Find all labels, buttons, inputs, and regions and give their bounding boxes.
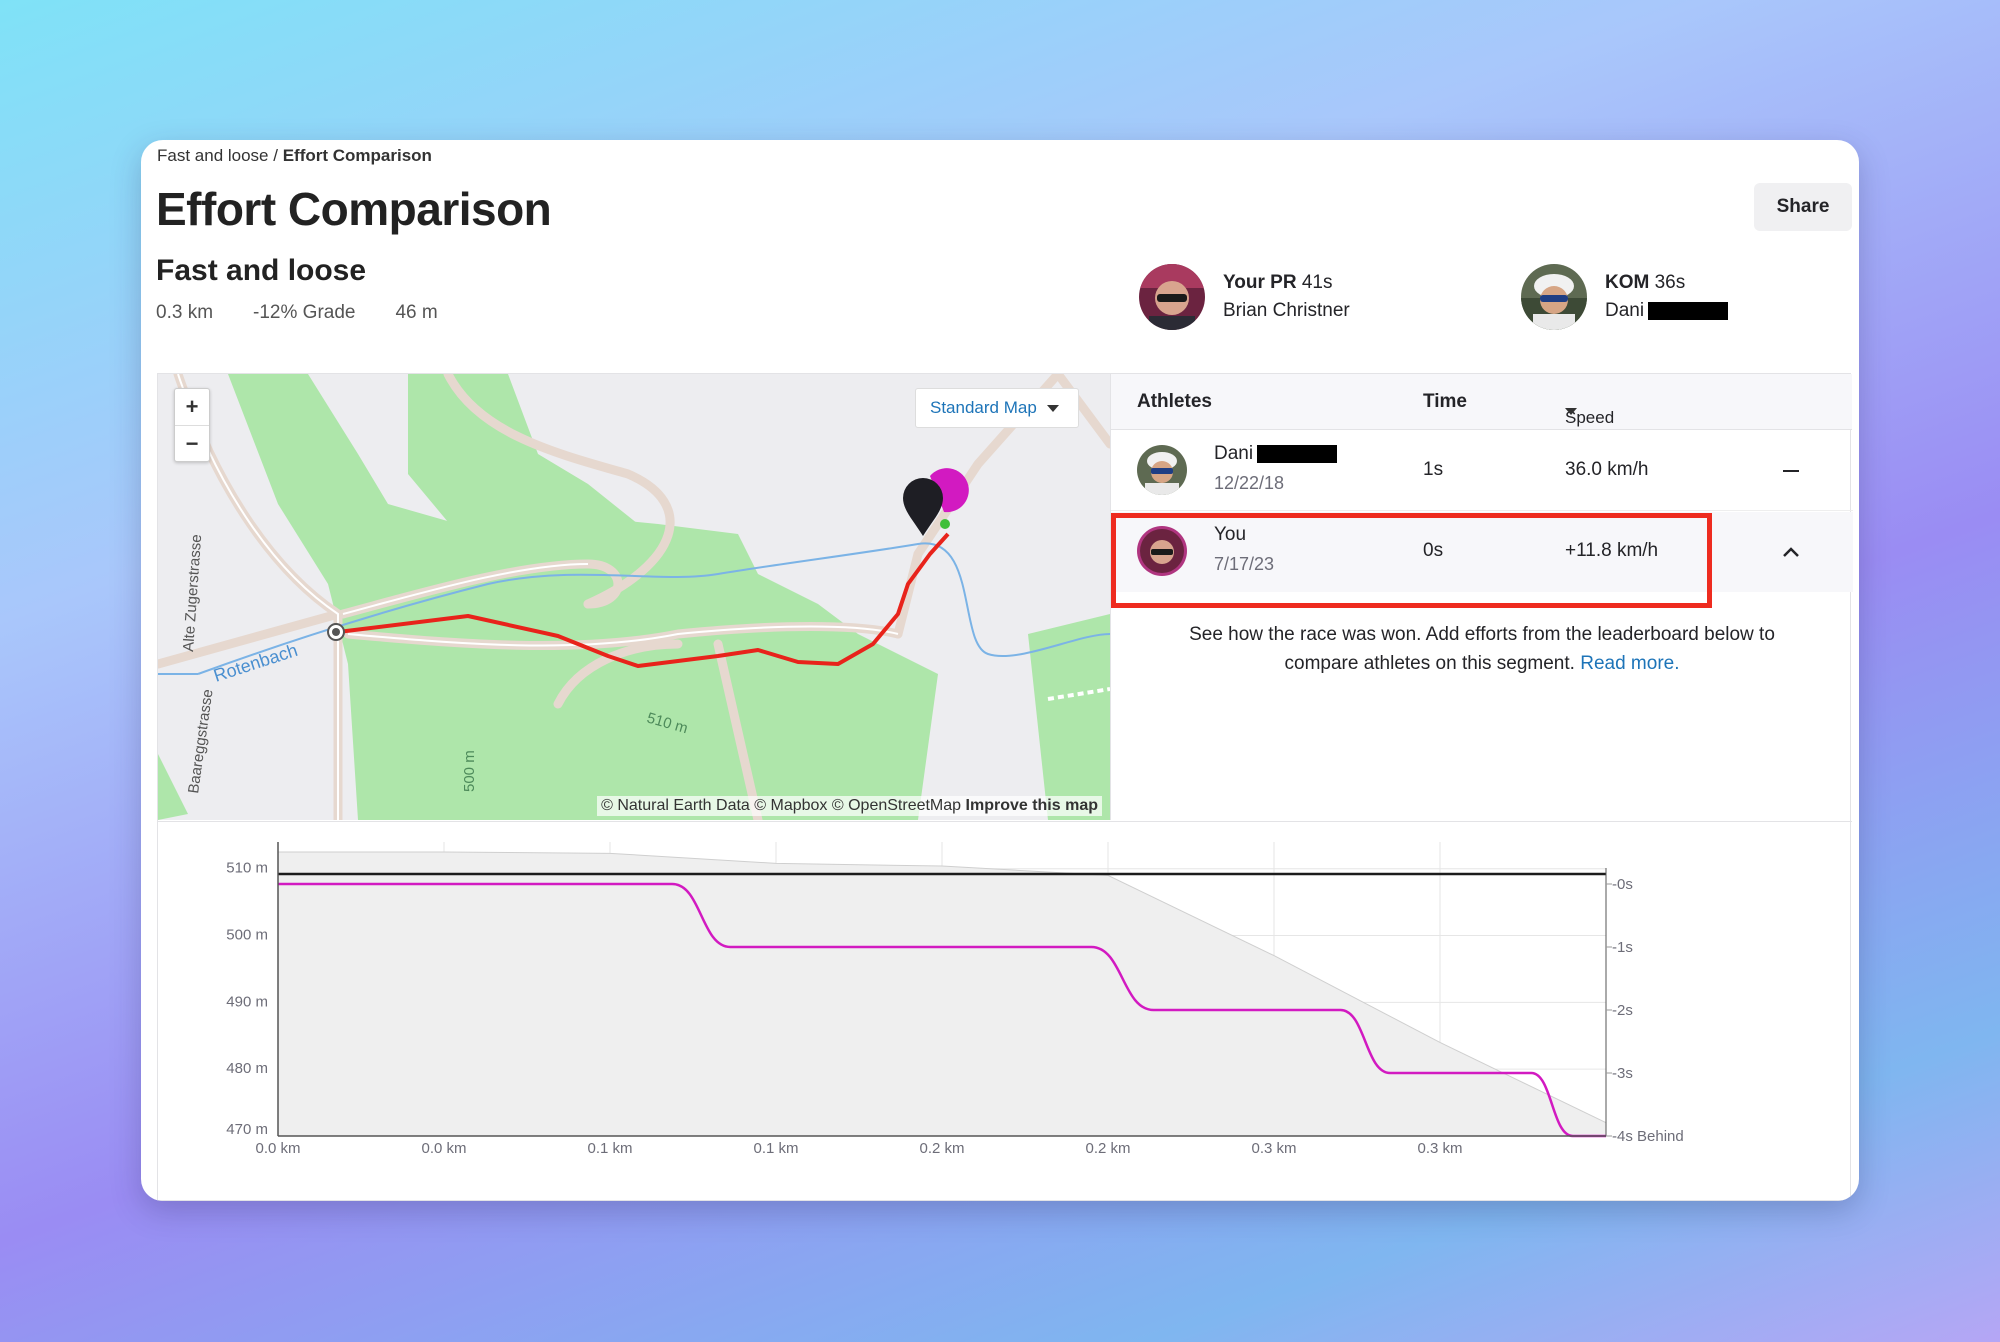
y-right-tick-label: -2s <box>1612 1002 1633 1019</box>
table-row: You 7/17/23 0s +11.8 km/h <box>1111 512 1853 592</box>
redacted-surname <box>1257 444 1338 463</box>
athlete-name[interactable]: Dani <box>1214 443 1254 464</box>
y-right-tick-label: -4s Behind <box>1612 1128 1684 1145</box>
map-canvas: Baareggstrasse Alte Zugerstrasse Rotenba… <box>158 374 1110 820</box>
read-more-link[interactable]: Read more. <box>1580 653 1680 674</box>
your-time-gap-line <box>278 882 1606 1138</box>
map-zoom-control: + − <box>174 388 210 462</box>
elevation-area <box>277 851 1607 1137</box>
y-right-tick-label: -1s <box>1612 939 1633 956</box>
x-tick-label: 0.2 km <box>919 1140 964 1157</box>
share-button[interactable]: Share <box>1754 183 1852 231</box>
kom-time: 36s <box>1654 272 1686 293</box>
comparison-panel: Baareggstrasse Alte Zugerstrasse Rotenba… <box>157 373 1853 1201</box>
y-left-tick-label: 480 m <box>226 1060 268 1077</box>
pr-time: 41s <box>1301 272 1333 293</box>
y-left-tick-label: 470 m <box>226 1121 268 1138</box>
effort-comparison-card: Fast and loose / Effort Comparison Effor… <box>141 140 1859 1201</box>
segment-grade: -12% Grade <box>253 302 356 323</box>
zoom-in-button[interactable]: + <box>185 394 199 419</box>
col-speed-label: Speed <box>1565 408 1615 427</box>
elevation-time-chart[interactable]: 510 m 500 m 490 m 480 m 470 m -0s -1s -2s -3s -4s… <box>158 821 1852 1201</box>
effort-time: 0s <box>1423 540 1444 561</box>
collapse-effort-button[interactable] <box>1771 532 1811 572</box>
redacted-surname <box>1648 301 1729 320</box>
kom-block: KOM 36s Dani <box>1521 264 1729 330</box>
y-right-tick-label: -0s <box>1612 876 1633 893</box>
x-tick-label: 0.3 km <box>1251 1140 1296 1157</box>
athlete-name[interactable]: You <box>1214 524 1247 545</box>
kom-label: KOM <box>1605 272 1650 293</box>
y-left-tick-label: 490 m <box>226 993 268 1010</box>
segment-name: Fast and loose <box>156 254 367 287</box>
x-tick-label: 0.3 km <box>1417 1140 1462 1157</box>
chart-canvas: 510 m 500 m 490 m 480 m 470 m -0s -1s -2s -3s -4s… <box>226 842 1684 1157</box>
x-tick-label: 0.1 km <box>753 1140 798 1157</box>
table-header: Athletes Time Speed <box>1111 374 1852 430</box>
avatar[interactable] <box>1137 445 1187 495</box>
effort-date: 7/17/23 <box>1214 554 1275 574</box>
segment-elevation: 46 m <box>395 302 438 323</box>
effort-speed: +11.8 km/h <box>1565 540 1659 561</box>
improve-map-link[interactable]: Improve this map <box>965 797 1098 814</box>
breadcrumb: Fast and loose / Effort Comparison <box>157 146 432 166</box>
map-attribution: © Natural Earth Data © Mapbox © OpenStre… <box>597 796 1102 816</box>
minus-icon <box>1783 470 1799 472</box>
effort-speed: 36.0 km/h <box>1565 459 1649 480</box>
table-row: Dani 12/22/18 1s 36.0 km/h <box>1111 431 1853 511</box>
col-time: Time <box>1423 391 1468 412</box>
segment-stats: 0.3 km -12% Grade 46 m <box>156 302 438 324</box>
map-label-contour2: 500 m <box>461 750 478 792</box>
breadcrumb-parent-link[interactable]: Fast and loose <box>157 146 269 165</box>
highlight-box <box>1111 513 1712 608</box>
breadcrumb-current: Effort Comparison <box>282 146 432 165</box>
breadcrumb-separator: / <box>268 146 283 165</box>
remove-effort-button[interactable] <box>1771 451 1811 491</box>
compare-message-text: See how the race was won. Add efforts fr… <box>1189 624 1775 674</box>
attribution-text[interactable]: © Natural Earth Data © Mapbox © OpenStre… <box>601 797 962 814</box>
athletes-table: Athletes Time Speed Dani 12/22/18 1s 36.… <box>1110 374 1853 820</box>
pr-label: Your PR <box>1223 272 1297 293</box>
map-style-select[interactable]: Standard Map <box>915 388 1079 428</box>
zoom-out-button[interactable]: − <box>175 425 209 461</box>
avatar[interactable] <box>1139 264 1205 330</box>
avatar[interactable] <box>1521 264 1587 330</box>
segment-distance: 0.3 km <box>156 302 214 323</box>
effort-date: 12/22/18 <box>1214 473 1285 493</box>
your-pr-block: Your PR 41s Brian Christner <box>1139 264 1350 330</box>
x-tick-label: 0.0 km <box>421 1140 466 1157</box>
col-athletes: Athletes <box>1137 391 1212 412</box>
chevron-down-icon <box>1046 404 1059 412</box>
pr-athlete-name[interactable]: Brian Christner <box>1223 300 1350 321</box>
page-title: Effort Comparison <box>156 183 552 235</box>
y-left-tick-label: 500 m <box>226 927 268 944</box>
x-tick-label: 0.0 km <box>255 1140 300 1157</box>
effort-time: 1s <box>1423 459 1444 480</box>
map-style-label: Standard Map <box>930 398 1037 417</box>
chevron-up-icon <box>1783 547 1799 557</box>
compare-message: See how the race was won. Add efforts fr… <box>1151 620 1813 678</box>
x-tick-label: 0.1 km <box>587 1140 632 1157</box>
x-tick-label: 0.2 km <box>1085 1140 1130 1157</box>
segment-map[interactable]: Baareggstrasse Alte Zugerstrasse Rotenba… <box>158 374 1110 820</box>
y-right-tick-label: -3s <box>1612 1065 1633 1082</box>
y-left-tick-label: 510 m <box>226 860 268 877</box>
avatar[interactable] <box>1137 526 1187 576</box>
chevron-down-icon <box>1565 408 1577 415</box>
kom-athlete-name[interactable]: Dani <box>1605 300 1645 321</box>
